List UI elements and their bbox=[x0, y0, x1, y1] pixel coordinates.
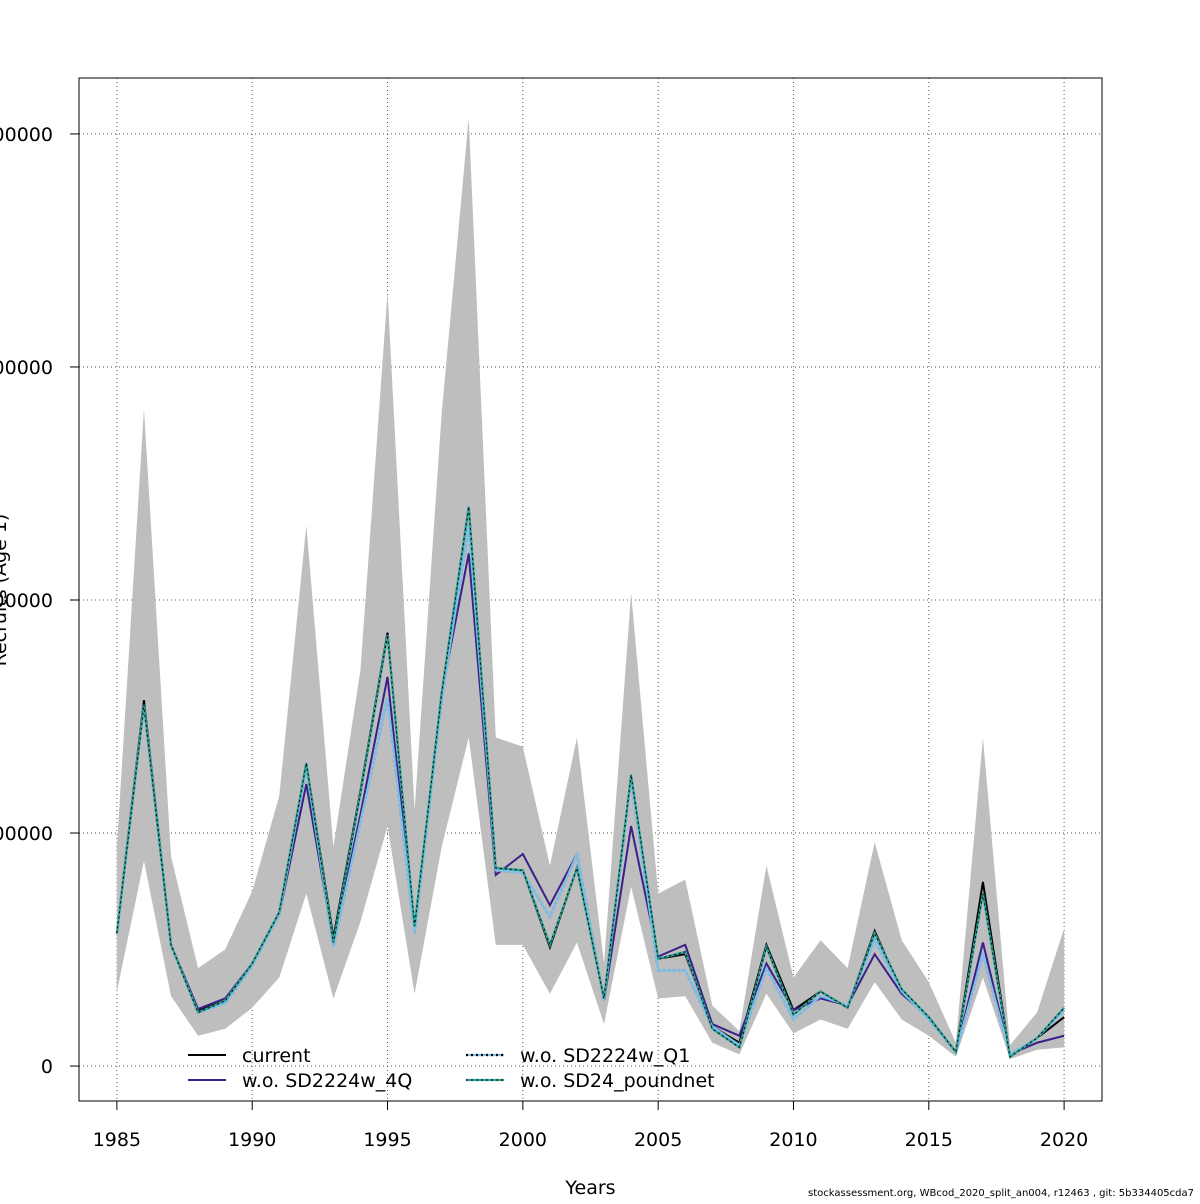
legend: current w.o. SD2224w_Q1 w.o. SD2224w_4Q w.o… bbox=[188, 1045, 715, 1092]
x-tick-label: 2005 bbox=[634, 1129, 682, 1151]
confidence-band bbox=[116, 117, 1065, 1060]
legend-label: w.o. SD24_poundnet bbox=[520, 1070, 715, 1092]
legend-label: current bbox=[242, 1045, 311, 1067]
series-line-overlay bbox=[116, 506, 1065, 1058]
legend-item: w.o. SD2224w_4Q bbox=[188, 1070, 412, 1092]
legend-item: current bbox=[188, 1045, 311, 1067]
x-axis: 1985 1990 1995 2000 2005 2010 2015 2020 bbox=[93, 1100, 1088, 1151]
x-tick-label: 2010 bbox=[769, 1129, 817, 1151]
legend-item: w.o. SD2224w_Q1 bbox=[466, 1045, 690, 1067]
x-tick-label: 1985 bbox=[93, 1129, 141, 1151]
legend-item: w.o. SD24_poundnet bbox=[466, 1070, 715, 1092]
legend-label: w.o. SD2224w_Q1 bbox=[520, 1045, 690, 1067]
x-tick-label: 2020 bbox=[1040, 1129, 1088, 1151]
y-tick-label: 0 bbox=[41, 1056, 53, 1078]
footer-credit: stockassessment.org, WBcod_2020_split_an… bbox=[808, 1188, 1194, 1199]
legend-label: w.o. SD2224w_4Q bbox=[242, 1070, 412, 1092]
series-lines bbox=[115, 506, 1065, 1059]
x-tick-label: 2015 bbox=[905, 1129, 953, 1151]
x-axis-label: Years bbox=[564, 1177, 615, 1199]
x-tick-label: 1995 bbox=[363, 1129, 411, 1151]
x-tick-label: 2000 bbox=[499, 1129, 547, 1151]
x-tick-label: 1990 bbox=[228, 1129, 276, 1151]
y-axis-label: Recruits (Age 1) bbox=[0, 514, 11, 667]
y-axis: 000000000000000000000 bbox=[0, 124, 79, 1078]
confidence-band-group bbox=[116, 117, 1065, 1060]
